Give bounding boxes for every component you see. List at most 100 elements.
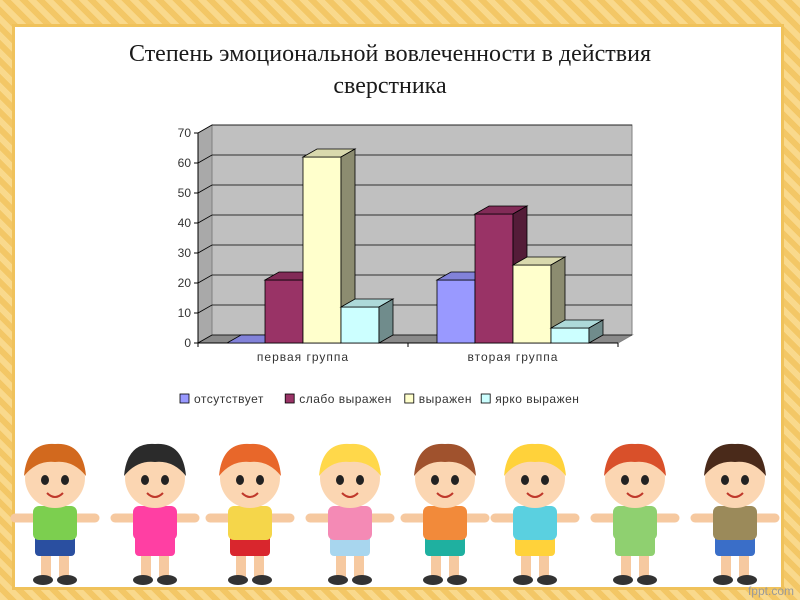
child-eye [451, 475, 459, 485]
gridline [197, 154, 632, 164]
child-leg [354, 548, 364, 578]
child-shoe [613, 575, 633, 585]
bar-front [264, 279, 304, 344]
child-leg [639, 548, 649, 578]
child-shoe [228, 575, 248, 585]
bar-front [512, 264, 552, 344]
child-eye [541, 475, 549, 485]
child-leg [159, 548, 169, 578]
title-line-2: сверстника [333, 73, 447, 99]
child-eye [336, 475, 344, 485]
child-figure [10, 443, 100, 585]
child-shirt [228, 506, 272, 540]
bar-side [588, 319, 604, 344]
bar-side [378, 298, 394, 344]
chart-side-wall [197, 124, 213, 344]
child-leg [236, 548, 246, 578]
child-leg [336, 548, 346, 578]
child-hair [414, 443, 476, 476]
child-leg [141, 548, 151, 578]
bar [549, 319, 605, 344]
child-leg [539, 548, 549, 578]
child-mouth [146, 492, 164, 498]
slide-title: Степень эмоциональной вовлеченности в де… [40, 38, 740, 102]
child-eye [356, 475, 364, 485]
child-figure [490, 443, 580, 585]
child-shirt [713, 506, 757, 540]
child-eye [621, 475, 629, 485]
child-shoe [33, 575, 53, 585]
bar-chart: 0 10 20 30 40 50 60 70 первая группа вторая групп… [178, 124, 634, 406]
child-shoe [637, 575, 657, 585]
gridline [197, 124, 632, 134]
child-eye [141, 475, 149, 485]
child-shoe [713, 575, 733, 585]
child-shirt [328, 506, 372, 540]
child-figure [110, 443, 200, 585]
child-eye [741, 475, 749, 485]
bar-front [340, 306, 380, 344]
child-eye [721, 475, 729, 485]
child-shirt [613, 506, 657, 540]
bar-front [302, 156, 342, 344]
child-hair [504, 443, 566, 476]
bar-front [474, 213, 514, 344]
title-line-1: Степень эмоциональной вовлеченности в де… [129, 41, 651, 67]
child-leg [431, 548, 441, 578]
child-leg [254, 548, 264, 578]
child-shoe [352, 575, 372, 585]
child-shirt [423, 506, 467, 540]
child-leg [521, 548, 531, 578]
child-shirt [133, 506, 177, 540]
category-label: первая группа [257, 350, 349, 364]
y-tick-label: 60 [178, 156, 192, 170]
bar-front [436, 279, 476, 344]
y-tick-label: 40 [178, 216, 192, 230]
legend-label: ярко выражен [495, 392, 579, 406]
child-hair [124, 443, 186, 476]
child-mouth [526, 492, 544, 498]
y-tick-label: 30 [178, 246, 192, 260]
child-mouth [626, 492, 644, 498]
legend-swatch [480, 393, 491, 404]
child-leg [721, 548, 731, 578]
child-mouth [241, 492, 259, 498]
child-leg [41, 548, 51, 578]
y-tick-label: 0 [184, 336, 191, 350]
child-shoe [423, 575, 443, 585]
child-mouth [341, 492, 359, 498]
child-shoe [328, 575, 348, 585]
y-tick-label: 50 [178, 186, 192, 200]
bar [301, 148, 357, 344]
y-tick-label: 10 [178, 306, 192, 320]
child-leg [621, 548, 631, 578]
child-mouth [726, 492, 744, 498]
child-shoe [57, 575, 77, 585]
child-figure [690, 443, 780, 585]
child-hair [319, 443, 381, 476]
child-figure [400, 443, 490, 585]
child-figure [205, 443, 295, 585]
child-shoe [537, 575, 557, 585]
child-hair [704, 443, 766, 476]
child-leg [739, 548, 749, 578]
child-eye [61, 475, 69, 485]
legend-swatch [404, 393, 415, 404]
legend-label: выражен [419, 392, 472, 406]
child-shirt [513, 506, 557, 540]
bar-front [550, 327, 590, 344]
child-shoe [133, 575, 153, 585]
child-hair [24, 443, 86, 476]
child-eye [256, 475, 264, 485]
legend-label: отсутствует [194, 392, 264, 406]
gridline [197, 184, 632, 194]
child-shoe [252, 575, 272, 585]
child-eye [236, 475, 244, 485]
child-shoe [737, 575, 757, 585]
child-mouth [46, 492, 64, 498]
child-mouth [436, 492, 454, 498]
child-eye [41, 475, 49, 485]
children-illustration [10, 443, 780, 585]
child-hair [219, 443, 281, 476]
child-hair [604, 443, 666, 476]
